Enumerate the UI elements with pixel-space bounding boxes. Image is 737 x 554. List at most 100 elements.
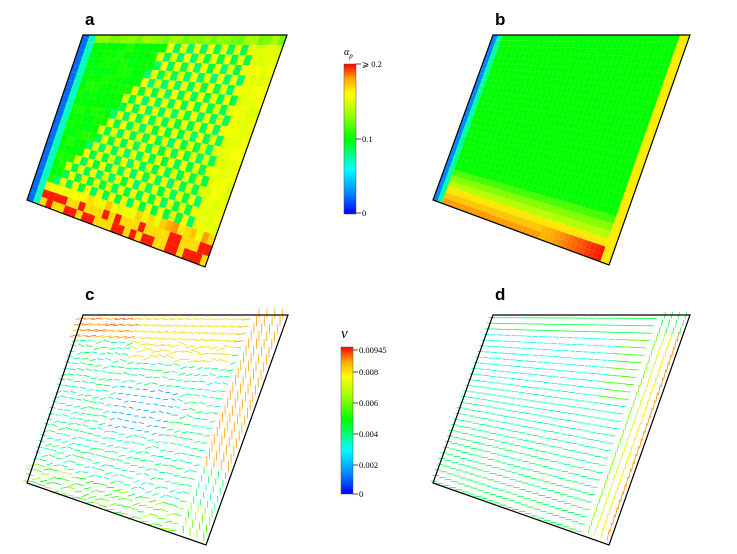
map-cell [510,159,518,167]
map-cell [560,86,568,94]
map-cell [258,87,269,99]
velocity-vector [195,360,206,363]
map-cell [556,141,564,149]
map-cell [564,187,572,196]
map-cell [620,70,629,78]
map-cell [179,62,189,72]
map-cell [506,87,514,95]
map-cell [505,63,512,70]
velocity-vector [649,369,653,379]
velocity-vector [628,468,632,480]
velocity-vector [47,413,55,415]
map-cell [205,44,216,55]
map-cell [546,182,554,191]
velocity-vector [605,513,609,523]
map-cell [483,97,490,104]
map-cell [615,99,623,107]
map-cell [178,160,189,172]
map-cell [577,67,585,75]
velocity-vector [34,468,43,473]
map-cell [527,83,535,91]
map-cell [530,35,538,41]
map-cell [530,103,538,111]
map-cell [160,136,170,147]
map-cell [574,144,582,153]
velocity-vector [215,325,226,328]
map-cell [205,63,216,74]
map-cell [136,86,147,96]
map-cell [509,106,517,114]
velocity-vector [135,495,143,499]
map-cell [479,190,486,199]
map-cell [549,228,557,237]
map-cell [445,173,452,181]
map-cell [514,187,522,196]
map-cell [234,116,245,129]
map-cell [95,91,105,100]
map-cell [652,64,660,73]
map-cell [587,68,595,76]
map-cell [443,192,451,200]
map-cell [644,141,653,150]
map-cell [465,173,472,181]
map-cell [584,103,592,111]
velocity-vector [145,490,152,494]
map-cell [458,177,466,185]
velocity-vector [78,343,85,347]
map-cell [622,177,630,187]
map-cell [244,107,255,119]
map-cell [122,129,132,140]
map-cell [468,124,475,132]
velocity-vector [188,366,196,369]
map-cell [139,60,149,70]
velocity-vector [106,464,114,467]
map-cell [125,43,135,52]
velocity-vector [615,467,618,476]
map-cell [496,210,504,219]
velocity-vector [659,362,662,372]
map-cell [503,40,511,47]
map-cell [582,124,590,132]
map-cell [193,174,204,186]
map-cell [125,197,135,209]
map-cell [450,187,457,196]
map-cell [229,54,240,65]
map-cell [480,158,488,166]
map-cell [56,203,66,214]
map-cell [535,47,543,54]
map-cell [594,35,602,42]
map-cell [596,126,604,134]
map-cell [575,197,583,206]
map-cell [222,54,233,65]
velocity-vector [102,455,109,459]
map-cell [628,146,636,156]
map-cell [114,35,124,44]
velocity-vector [155,441,162,444]
velocity-vector [216,376,224,378]
colorbar-velocity: v 0.00945 0.008 0.006 0.004 0.002 0 [340,326,387,499]
map-cell [525,89,533,97]
map-cell [672,50,680,58]
map-cell [542,124,550,133]
map-cell [469,107,477,114]
velocity-vector [130,441,138,444]
map-cell [498,124,505,131]
map-cell [82,89,92,99]
map-cell [570,60,578,68]
map-cell [551,168,559,177]
velocity-vector [651,384,654,395]
velocity-vector [653,340,656,349]
map-cell [535,144,543,152]
map-cell [624,115,632,124]
map-cell [463,123,471,131]
map-cell [213,156,224,169]
map-cell [155,227,165,240]
velocity-vector [620,452,624,461]
velocity-vector [78,477,87,480]
map-cell [648,35,656,43]
velocity-vector [119,474,126,477]
velocity-vector [188,454,195,457]
map-cell [594,243,602,253]
velocity-vector [69,417,76,419]
